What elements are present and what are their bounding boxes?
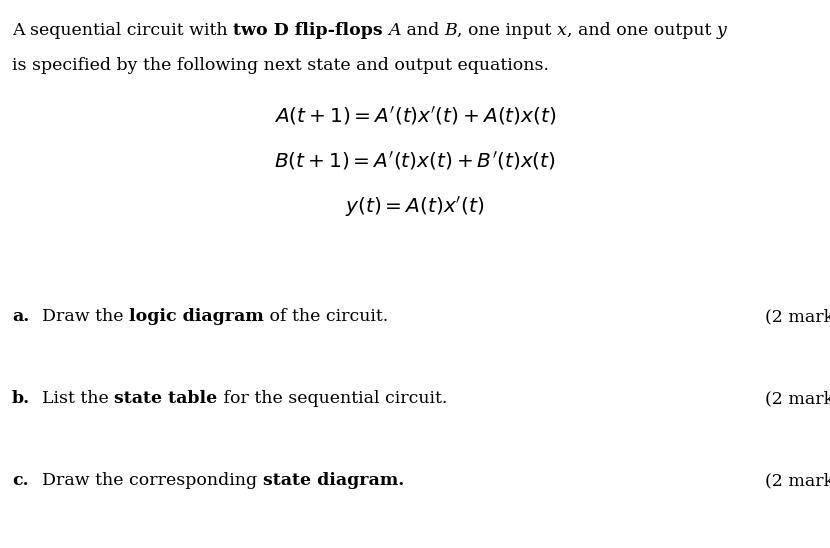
Text: A sequential circuit with: A sequential circuit with	[12, 22, 233, 39]
Text: and: and	[401, 22, 445, 39]
Text: is specified by the following next state and output equations.: is specified by the following next state…	[12, 57, 549, 74]
Text: b.: b.	[12, 390, 30, 407]
Text: (2 marks): (2 marks)	[765, 472, 830, 489]
Text: c.: c.	[12, 472, 28, 489]
Text: two D flip-flops: two D flip-flops	[233, 22, 383, 39]
Text: Draw the corresponding: Draw the corresponding	[42, 472, 262, 489]
Text: Draw the: Draw the	[42, 308, 129, 325]
Text: , one input: , one input	[457, 22, 557, 39]
Text: state table: state table	[115, 390, 217, 407]
Text: logic diagram: logic diagram	[129, 308, 264, 325]
Text: x: x	[557, 22, 567, 39]
Text: of the circuit.: of the circuit.	[264, 308, 388, 325]
Text: (2 marks): (2 marks)	[765, 308, 830, 325]
Text: $\mathit{y}(t) = \mathit{A}(t)\mathit{x}'(t)$: $\mathit{y}(t) = \mathit{A}(t)\mathit{x}…	[345, 195, 485, 219]
Text: for the sequential circuit.: for the sequential circuit.	[217, 390, 447, 407]
Text: $\mathit{B}(t+1) = \mathit{A}'(t)\mathit{x}(t) + \mathit{B}'(t)\mathit{x}(t)$: $\mathit{B}(t+1) = \mathit{A}'(t)\mathit…	[274, 150, 556, 172]
Text: List the: List the	[42, 390, 115, 407]
Text: B: B	[445, 22, 457, 39]
Text: state diagram.: state diagram.	[262, 472, 404, 489]
Text: A: A	[388, 22, 401, 39]
Text: a.: a.	[12, 308, 29, 325]
Text: , and one output: , and one output	[567, 22, 717, 39]
Text: y: y	[717, 22, 726, 39]
Text: $\mathit{A}(t+1) = \mathit{A}'(t)\mathit{x}'(t) + \mathit{A}(t)\mathit{x}(t)$: $\mathit{A}(t+1) = \mathit{A}'(t)\mathit…	[274, 105, 556, 127]
Text: (2 marks): (2 marks)	[765, 390, 830, 407]
